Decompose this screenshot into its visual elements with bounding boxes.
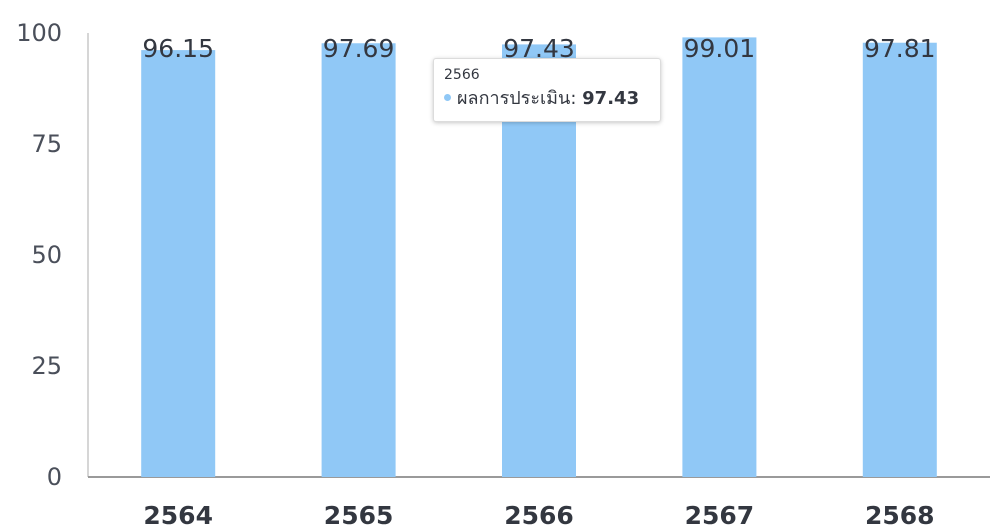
data-label: 97.69	[323, 34, 395, 63]
x-tick-label: 2567	[685, 501, 755, 530]
data-label: 96.15	[142, 34, 214, 63]
y-tick-label: 50	[31, 241, 62, 269]
data-label: 97.81	[864, 34, 936, 63]
x-tick-label: 2568	[865, 501, 935, 530]
x-tick-label: 2564	[143, 501, 213, 530]
x-axis-ticks: 2564 2565 2566 2567 2568	[143, 501, 934, 530]
x-tick-label: 2565	[324, 501, 394, 530]
y-tick-label: 25	[31, 352, 62, 380]
data-labels: 96.15 97.69 97.43 99.01 97.81	[142, 34, 935, 63]
tooltip-separator: :	[570, 88, 577, 109]
bar[interactable]	[321, 43, 396, 477]
tooltip-series-dot-icon	[444, 93, 451, 101]
chart-tooltip: 2566 ผลการประเมิน: 97.43	[433, 58, 661, 122]
bar[interactable]	[141, 50, 216, 478]
bar[interactable]	[862, 42, 937, 477]
bar[interactable]	[682, 37, 757, 477]
data-label: 99.01	[684, 34, 756, 63]
y-tick-label: 0	[47, 463, 62, 491]
tooltip-series-name: ผลการประเมิน	[457, 88, 571, 109]
y-tick-label: 100	[16, 19, 62, 47]
x-tick-label: 2566	[504, 501, 574, 530]
y-tick-label: 75	[31, 130, 62, 158]
y-axis-ticks: 0 25 50 75 100	[16, 19, 62, 491]
tooltip-value: 97.43	[582, 88, 640, 109]
tooltip-row: ผลการประเมิน: 97.43	[444, 88, 650, 110]
tooltip-title: 2566	[444, 67, 480, 83]
